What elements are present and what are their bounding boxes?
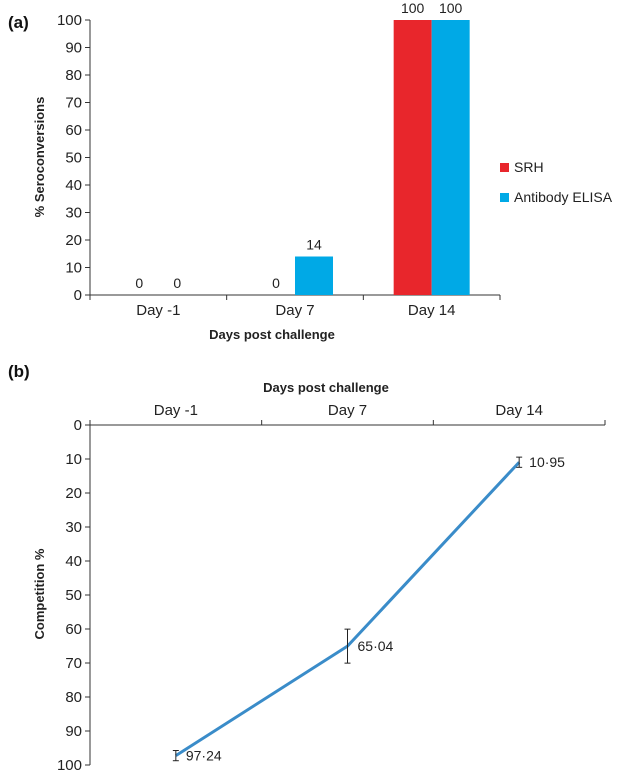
y-tick-label: 70 [65, 95, 82, 112]
y-tick-label: 10 [65, 451, 82, 468]
bar [431, 20, 470, 295]
bar-data-label: 100 [401, 0, 425, 16]
bar [393, 20, 432, 295]
panel-b-y-axis-title: Competition % [32, 548, 47, 639]
point-data-label: 97·24 [186, 748, 222, 764]
y-tick-label: 20 [65, 485, 82, 502]
y-tick-label: 20 [65, 232, 82, 249]
panel-b-label: (b) [8, 362, 30, 381]
y-tick-label: 30 [65, 205, 82, 222]
y-tick-label: 0 [74, 417, 82, 434]
x-tick-label: Day 7 [328, 402, 367, 419]
y-tick-label: 90 [65, 40, 82, 57]
y-tick-label: 60 [65, 621, 82, 638]
x-tick-label: Day 14 [495, 402, 543, 419]
y-tick-label: 80 [65, 67, 82, 84]
panel-a-bars: 0 0 100 0 14 100 [135, 0, 470, 295]
legend-label: SRH [514, 159, 544, 175]
x-tick-label: Day -1 [154, 402, 198, 419]
y-tick-label: 80 [65, 689, 82, 706]
legend-swatch [500, 193, 509, 202]
y-tick-label: 60 [65, 122, 82, 139]
panel-a-bar-chart: (a) % Seroconversions Days post challeng… [8, 0, 613, 342]
y-tick-label: 70 [65, 655, 82, 672]
bar-data-label: 0 [173, 275, 181, 291]
bar-data-label: 100 [439, 0, 463, 16]
panel-a-label: (a) [8, 13, 29, 32]
y-tick-label: 100 [57, 757, 82, 771]
point-data-label: 65·04 [358, 638, 394, 654]
y-tick-label: 0 [74, 287, 82, 304]
bar [295, 256, 333, 295]
y-tick-label: 100 [57, 12, 82, 29]
bar-data-label: 0 [135, 275, 143, 291]
panel-a-x-axis-title: Days post challenge [209, 327, 335, 342]
x-tick-label: Day 14 [408, 302, 456, 319]
x-tick-label: Day -1 [136, 302, 180, 319]
panel-b-axes: 0 10 20 30 40 50 60 70 80 90 100 Day -1 Day 7 Day 14 [57, 402, 606, 771]
y-tick-label: 50 [65, 587, 82, 604]
y-tick-label: 50 [65, 150, 82, 167]
point-data-label: 10·95 [529, 454, 565, 470]
bar-data-label: 14 [306, 237, 322, 253]
series-line [175, 461, 521, 757]
y-tick-label: 10 [65, 260, 82, 277]
panel-a-y-axis-title: % Seroconversions [32, 97, 47, 218]
y-tick-label: 40 [65, 553, 82, 570]
panel-a-axes: 0 10 20 30 40 50 60 70 80 90 100 Day -1 Day 7 Day 14 [57, 12, 501, 319]
panel-a-legend: SRH Antibody ELISA [500, 159, 613, 205]
x-tick-label: Day 7 [275, 302, 314, 319]
panel-b-series: 97·24 65·04 10·95 [172, 454, 565, 764]
y-tick-label: 30 [65, 519, 82, 536]
y-tick-label: 90 [65, 723, 82, 740]
panel-b-line-chart: (b) Days post challenge Competition % 0 1… [8, 362, 606, 771]
legend-label: Antibody ELISA [514, 189, 613, 205]
legend-swatch [500, 163, 509, 172]
y-tick-label: 40 [65, 177, 82, 194]
bar-data-label: 0 [272, 275, 280, 291]
panel-b-x-axis-title: Days post challenge [263, 380, 389, 395]
